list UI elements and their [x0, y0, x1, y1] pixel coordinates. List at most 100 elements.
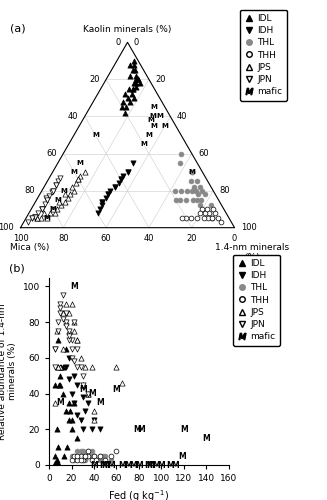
Point [75, 363, 80, 371]
Point [78, 446, 83, 454]
Point [130, 159, 135, 167]
Point [55, 363, 61, 371]
Point [202, 209, 207, 217]
Point [63, 318, 69, 326]
Point [189, 168, 194, 176]
Point [106, 190, 111, 198]
Point [60, 314, 65, 322]
Point [78, 416, 83, 424]
Point [133, 79, 139, 87]
Point [52, 380, 57, 388]
Point [114, 363, 119, 371]
Point [210, 214, 215, 222]
Point [206, 209, 212, 217]
Point [184, 196, 189, 204]
Text: 40: 40 [144, 234, 154, 243]
Point [58, 174, 63, 182]
Text: 60: 60 [101, 234, 112, 243]
Text: 80: 80 [219, 186, 230, 195]
Text: 20: 20 [89, 75, 100, 84]
Point [86, 452, 91, 460]
Text: M: M [178, 452, 185, 460]
Text: Mica (%): Mica (%) [10, 242, 49, 252]
Text: M: M [124, 460, 131, 469]
Point [94, 456, 99, 464]
Point [125, 168, 130, 176]
Point [195, 214, 200, 222]
Point [185, 186, 190, 194]
Text: M: M [158, 460, 165, 469]
Text: M: M [96, 398, 104, 407]
Point [60, 292, 65, 300]
Point [120, 103, 125, 111]
Point [69, 354, 74, 362]
Point [55, 318, 61, 326]
Text: 100: 100 [0, 223, 14, 232]
Point [78, 452, 83, 460]
Point [188, 214, 193, 222]
Point [196, 190, 201, 198]
Point [99, 202, 104, 209]
Point [45, 196, 50, 204]
Text: 100: 100 [13, 234, 28, 243]
Point [103, 452, 108, 460]
Point [52, 363, 57, 371]
Text: 80: 80 [25, 186, 36, 195]
Text: M: M [57, 398, 64, 407]
Point [189, 168, 194, 176]
Text: M: M [99, 460, 107, 469]
Point [55, 336, 61, 344]
Point [94, 456, 99, 464]
Point [52, 459, 57, 467]
Point [58, 372, 63, 380]
Point [60, 345, 65, 353]
Point [75, 336, 80, 344]
Point [189, 186, 194, 194]
Point [89, 456, 95, 464]
Point [114, 446, 119, 454]
Point [55, 443, 61, 451]
Point [210, 214, 215, 222]
Point [125, 94, 130, 102]
Point [75, 380, 80, 388]
Point [86, 390, 91, 398]
Point [59, 202, 64, 209]
Point [52, 452, 57, 460]
Point [49, 188, 54, 196]
Point [86, 390, 91, 398]
Point [75, 452, 80, 460]
Point [131, 60, 137, 68]
Text: M: M [151, 104, 158, 110]
Point [82, 408, 88, 416]
Point [71, 186, 77, 194]
Legend: IDL, IDH, THL, THH, JPS, JPN, mafic: IDL, IDH, THL, THH, JPS, JPN, mafic [240, 10, 287, 101]
Text: M: M [71, 169, 77, 175]
Point [213, 209, 218, 217]
X-axis label: Fed (g kg$^{-1}$): Fed (g kg$^{-1}$) [108, 488, 170, 500]
Point [63, 322, 69, 330]
Point [106, 190, 111, 198]
Point [63, 198, 68, 205]
Point [63, 309, 69, 317]
Point [180, 214, 185, 222]
Point [71, 358, 77, 366]
Text: 0: 0 [232, 234, 237, 243]
Point [127, 98, 132, 106]
Point [63, 300, 69, 308]
Text: M: M [107, 460, 115, 469]
Point [50, 186, 55, 194]
Text: M: M [140, 142, 147, 148]
Text: M: M [90, 460, 98, 469]
Point [99, 198, 104, 205]
Point [58, 363, 63, 371]
Point [195, 196, 200, 204]
Point [89, 446, 95, 454]
Point [82, 452, 88, 460]
Point [193, 186, 198, 194]
Legend: IDL, IDH, THL, THH, JPS, JPN, mafic: IDL, IDH, THL, THH, JPS, JPN, mafic [233, 254, 280, 346]
Point [133, 76, 139, 84]
Point [92, 452, 97, 460]
Point [67, 327, 72, 335]
Point [48, 209, 53, 217]
Point [179, 186, 184, 194]
